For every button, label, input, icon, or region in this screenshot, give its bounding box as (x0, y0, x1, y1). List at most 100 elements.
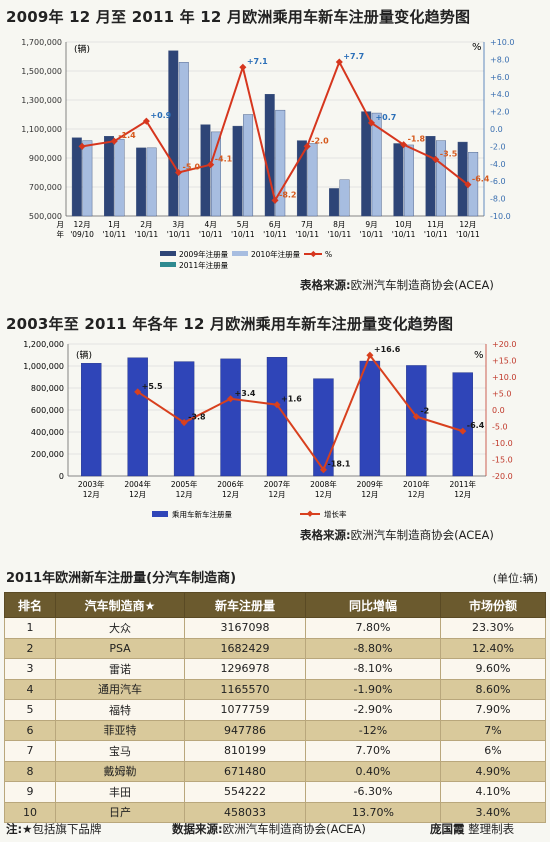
table-cell: -8.10% (305, 658, 441, 680)
chart2-source: 表格来源:欧洲汽车制造商协会(ACEA) (300, 528, 494, 542)
x-tick-label: 2010年 (403, 479, 430, 489)
table-cell: 13.70% (305, 801, 441, 823)
bar (313, 378, 334, 477)
table-cell: 554222 (184, 781, 306, 803)
x-tick-label: 月 (57, 220, 65, 229)
table-cell: 7% (440, 719, 546, 741)
table-cell: 1296978 (184, 658, 306, 680)
footer-source: 数据来源:欧洲汽车制造商协会(ACEA) (172, 822, 366, 836)
y2-tick-label: +10.0 (490, 38, 515, 47)
y2-tick-label: -5.0 (492, 423, 508, 432)
table-cell: 2 (4, 637, 56, 659)
growth-point (303, 142, 311, 150)
bar (425, 136, 436, 217)
y2-tick-label: +5.0 (492, 390, 511, 399)
table-cell: 8.60% (440, 678, 546, 700)
table-title: 2011年欧洲新车注册量(分汽车制造商) (6, 571, 237, 586)
table-cell: 9.60% (440, 658, 546, 680)
y2-tick-label: -2.0 (490, 142, 506, 151)
footnote: 注:★包括旗下品牌 (6, 822, 102, 836)
point-label: -6.4 (472, 175, 490, 184)
legend-swatch (160, 251, 176, 256)
y-tick-label: 1,200,000 (23, 340, 64, 349)
bar (403, 144, 414, 217)
bar (127, 357, 148, 477)
growth-point (227, 395, 235, 403)
y-tick-label: 1,700,000 (21, 38, 62, 47)
bar (220, 358, 241, 477)
point-label: +7.7 (343, 52, 364, 61)
y2-tick-label: 0.0 (490, 125, 503, 134)
table-cell: PSA (55, 637, 185, 659)
table-cell: 1682429 (184, 637, 306, 659)
y-tick-label: 200,000 (31, 450, 64, 459)
x-tick-label: 8月 (333, 220, 345, 229)
table-cell: 9 (4, 781, 56, 803)
point-label: +0.9 (150, 111, 171, 120)
y-tick-label: 1,100,000 (21, 125, 62, 134)
x-tick-label: '10/11 (424, 230, 448, 239)
growth-point (335, 58, 343, 66)
table-cell: 福特 (55, 699, 185, 721)
bar (210, 131, 221, 217)
table-row: 5 福特 1077759 -2.90% 7.90% (4, 699, 546, 721)
point-label: -1.8 (408, 135, 426, 144)
bar (178, 62, 189, 217)
x-tick-label: 2006年 (217, 479, 244, 489)
y2-tick-label: +8.0 (490, 55, 509, 64)
x-tick-label: 12月 (83, 490, 100, 499)
col-registrations: 新车注册量 (184, 592, 306, 618)
table-cell: 大众 (55, 617, 185, 639)
table-cell: 947786 (184, 719, 306, 741)
y2-tick-label: -8.0 (490, 195, 506, 204)
unit-right: % (472, 42, 482, 53)
table-cell: -2.90% (305, 699, 441, 721)
table-cell: -12% (305, 719, 441, 741)
x-tick-label: '10/11 (360, 230, 384, 239)
legend-swatch (152, 511, 168, 517)
bar (173, 361, 195, 477)
table-cell: 1077759 (184, 699, 306, 721)
x-tick-label: '10/11 (327, 230, 351, 239)
table-cell: 3167098 (184, 617, 306, 639)
col-share: 市场份额 (440, 592, 546, 618)
table-cell: 6% (440, 740, 546, 762)
table-cell: 7.90% (440, 699, 546, 721)
legend-label: 增长率 (324, 509, 347, 519)
y-tick-label: 0 (59, 472, 64, 481)
growth-point (400, 141, 408, 149)
point-label: -2 (420, 407, 429, 416)
col-rank: 排名 (4, 592, 56, 618)
table-cell: 12.40% (440, 637, 546, 659)
y-tick-label: 1,500,000 (21, 67, 62, 76)
growth-point (175, 168, 183, 177)
x-tick-label: 2003年 (78, 479, 105, 489)
table-cell: 7.70% (305, 740, 441, 762)
bar (275, 109, 286, 217)
table-cell: 3.40% (440, 801, 546, 823)
x-tick-label: 12月 (459, 220, 476, 229)
chart1-source: 表格来源:欧洲汽车制造商协会(ACEA) (300, 278, 494, 292)
table-cell: 宝马 (55, 740, 185, 762)
table-row: 10 日产 458033 13.70% 3.40% (4, 801, 546, 823)
growth-point (367, 119, 375, 127)
x-tick-label: 12月 (222, 490, 239, 499)
x-tick-label: 3月 (172, 220, 184, 229)
point-label: +3.4 (235, 389, 256, 398)
y2-tick-label: +2.0 (490, 108, 509, 117)
bar (114, 138, 125, 217)
table-row: 4 通用汽车 1165570 -1.90% 8.60% (4, 678, 546, 700)
chart1-title: 2009年 12 月至 2011 年 12 月欧洲乘用车新车注册量变化趋势图 (6, 8, 471, 26)
table-cell: 1165570 (184, 678, 306, 700)
y2-tick-label: +4.0 (490, 90, 509, 99)
table-row: 3 雷诺 1296978 -8.10% 9.60% (4, 658, 546, 680)
y2-tick-label: +10.0 (492, 373, 517, 382)
bar (71, 137, 82, 217)
x-tick-label: 1月 (108, 220, 120, 229)
x-tick-label: 7月 (301, 220, 313, 229)
table-cell: 7.80% (305, 617, 441, 639)
x-tick-label: 12月 (268, 490, 285, 499)
x-tick-label: 6月 (269, 220, 281, 229)
x-tick-label: 5月 (237, 220, 249, 229)
point-label: +7.1 (247, 57, 268, 66)
